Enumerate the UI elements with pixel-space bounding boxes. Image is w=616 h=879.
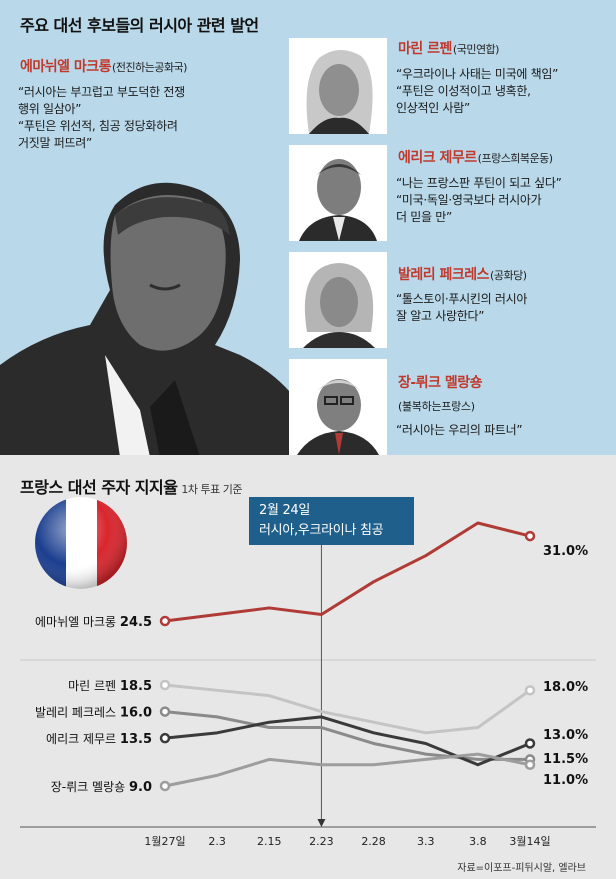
series-name-melenchon: 장-뤼크 멜랑숑 <box>51 780 129 794</box>
chart-title: 프랑스 대선 주자 지지율 1차 투표 기준 <box>20 474 243 498</box>
end-value-lepen: 18.0% <box>543 680 588 695</box>
series-label-pecresse: 발레리 페크레스 16.0 <box>35 706 152 721</box>
series-label-melenchon: 장-뤼크 멜랑숑 9.0 <box>51 780 152 795</box>
series-line-pecresse <box>164 710 530 761</box>
macron-party: (전진하는공화국) <box>112 61 187 74</box>
series-line-lepen <box>164 683 531 735</box>
point-zemmour-0 <box>159 732 171 744</box>
lepen-photo <box>289 38 387 134</box>
series-label-zemmour: 에리크 제무르 13.5 <box>46 732 152 747</box>
x-tick-1: 2.3 <box>208 835 226 848</box>
zemmour-party: (프랑스희복운동) <box>477 152 553 165</box>
macron-name: 에마뉘엘 마크롱 <box>20 59 112 75</box>
lepen-quote: “우크라이나 사태는 미국에 책임” “푸틴은 이성적이고 냉혹한, 인상적인 … <box>396 67 558 115</box>
point-melenchon-0 <box>159 780 171 792</box>
pecresse-name: 발레리 페크레스 <box>398 267 490 283</box>
series-label-lepen: 마린 르펜 18.5 <box>68 679 152 694</box>
candidate-name-lepen: 마린 르펜(국민연합) <box>398 38 499 58</box>
end-value-zemmour: 13.0% <box>543 728 588 743</box>
x-tick-0: 1월27일 <box>144 834 185 848</box>
point-melenchon-7 <box>524 759 536 770</box>
point-lepen-0 <box>159 679 171 691</box>
pecresse-quote: “톨스토이·푸시킨의 러시아 잘 알고 사랑한다” <box>396 292 528 323</box>
lepen-name: 마린 르펜 <box>398 41 452 57</box>
x-tick-5: 3.3 <box>417 835 435 848</box>
start-value-macron: 24.5 <box>120 615 152 630</box>
x-tick-7: 3월14일 <box>509 834 550 848</box>
macron-photo <box>0 182 300 455</box>
x-tick-2: 2.15 <box>257 835 282 848</box>
series-name-lepen: 마린 르펜 <box>68 679 120 693</box>
x-tick-4: 2.28 <box>361 835 386 848</box>
chart-title-text: 프랑스 대선 주자 지지율 <box>20 478 178 497</box>
end-value-melenchon: 11.0% <box>543 773 588 788</box>
annotation-text: 러시아,우크라이나 침공 <box>259 523 384 538</box>
section-headline: 주요 대선 후보들의 러시아 관련 발언 <box>20 16 259 35</box>
series-name-macron: 에마뉘엘 마크롱 <box>35 615 120 629</box>
zemmour-photo <box>289 145 387 241</box>
start-value-lepen: 18.5 <box>120 679 152 694</box>
melenchon-photo <box>289 359 387 455</box>
pecresse-party: (공화당) <box>490 269 527 282</box>
series-line-melenchon <box>164 752 531 788</box>
series-name-zemmour: 에리크 제무르 <box>46 732 120 746</box>
start-value-zemmour: 13.5 <box>120 732 152 747</box>
end-value-pecresse: 11.5% <box>543 752 588 767</box>
x-tick-6: 3.8 <box>469 835 487 848</box>
start-value-melenchon: 9.0 <box>129 780 152 795</box>
melenchon-name: 장-뤼크 멜랑숑 <box>398 375 482 391</box>
zemmour-quote: “나는 프랑스판 푸틴이 되고 싶다” “미국·독일·영국보다 러시아가 더 믿… <box>396 176 562 224</box>
chart-subtitle: 1차 투표 기준 <box>181 483 243 496</box>
melenchon-party: (불복하는프랑스) <box>398 400 475 413</box>
candidate-name-zemmour: 에리크 제무르(프랑스희복운동) <box>398 147 553 167</box>
candidate-name-pecresse: 발레리 페크레스(공화당) <box>398 264 527 284</box>
candidate-name-macron: 에마뉘엘 마크롱(전진하는공화국) <box>20 56 187 76</box>
point-zemmour-7 <box>524 738 536 749</box>
melenchon-quote: “러시아는 우리의 파트너” <box>396 423 523 437</box>
point-lepen-7 <box>524 685 536 696</box>
macron-quote: “러시아는 부끄럽고 부도덕한 전쟁 행위 일삼아” “푸틴은 위선적, 침공 … <box>18 85 185 150</box>
annotation-date: 2월 24일 <box>259 503 311 518</box>
candidate-name-melenchon: 장-뤼크 멜랑숑 <box>398 372 482 392</box>
lepen-party: (국민연합) <box>452 43 500 56</box>
poll-chart-section: 에마뉘엘 마크롱 24.5 마린 르펜 18.5 발레리 페크레스 16.0 에리크 … <box>0 455 616 879</box>
series-label-macron: 에마뉘엘 마크롱 24.5 <box>35 615 152 630</box>
candidate-remarks-section: 주요 대선 후보들의 러시아 관련 발언 에마뉘엘 마크롱(전진하는공화국) “… <box>0 0 616 455</box>
invasion-annotation: 2월 24일 러시아,우크라이나 침공 <box>249 497 414 545</box>
point-pecresse-0 <box>159 706 171 717</box>
annotation-arrow <box>317 819 326 827</box>
series-name-pecresse: 발레리 페크레스 <box>35 706 120 720</box>
series-line-macron <box>164 521 531 623</box>
source-note: 자료=이포프-피뒤시알, 엘라브 <box>457 863 586 874</box>
zemmour-name: 에리크 제무르 <box>398 150 477 166</box>
end-value-macron: 31.0% <box>543 544 588 559</box>
french-flag-icon <box>35 497 127 589</box>
start-value-pecresse: 16.0 <box>120 706 152 721</box>
point-macron-7 <box>524 530 536 542</box>
series-line-zemmour <box>164 715 531 767</box>
pecresse-photo <box>289 252 387 348</box>
x-tick-3: 2.23 <box>309 835 334 848</box>
point-macron-0 <box>159 615 171 627</box>
